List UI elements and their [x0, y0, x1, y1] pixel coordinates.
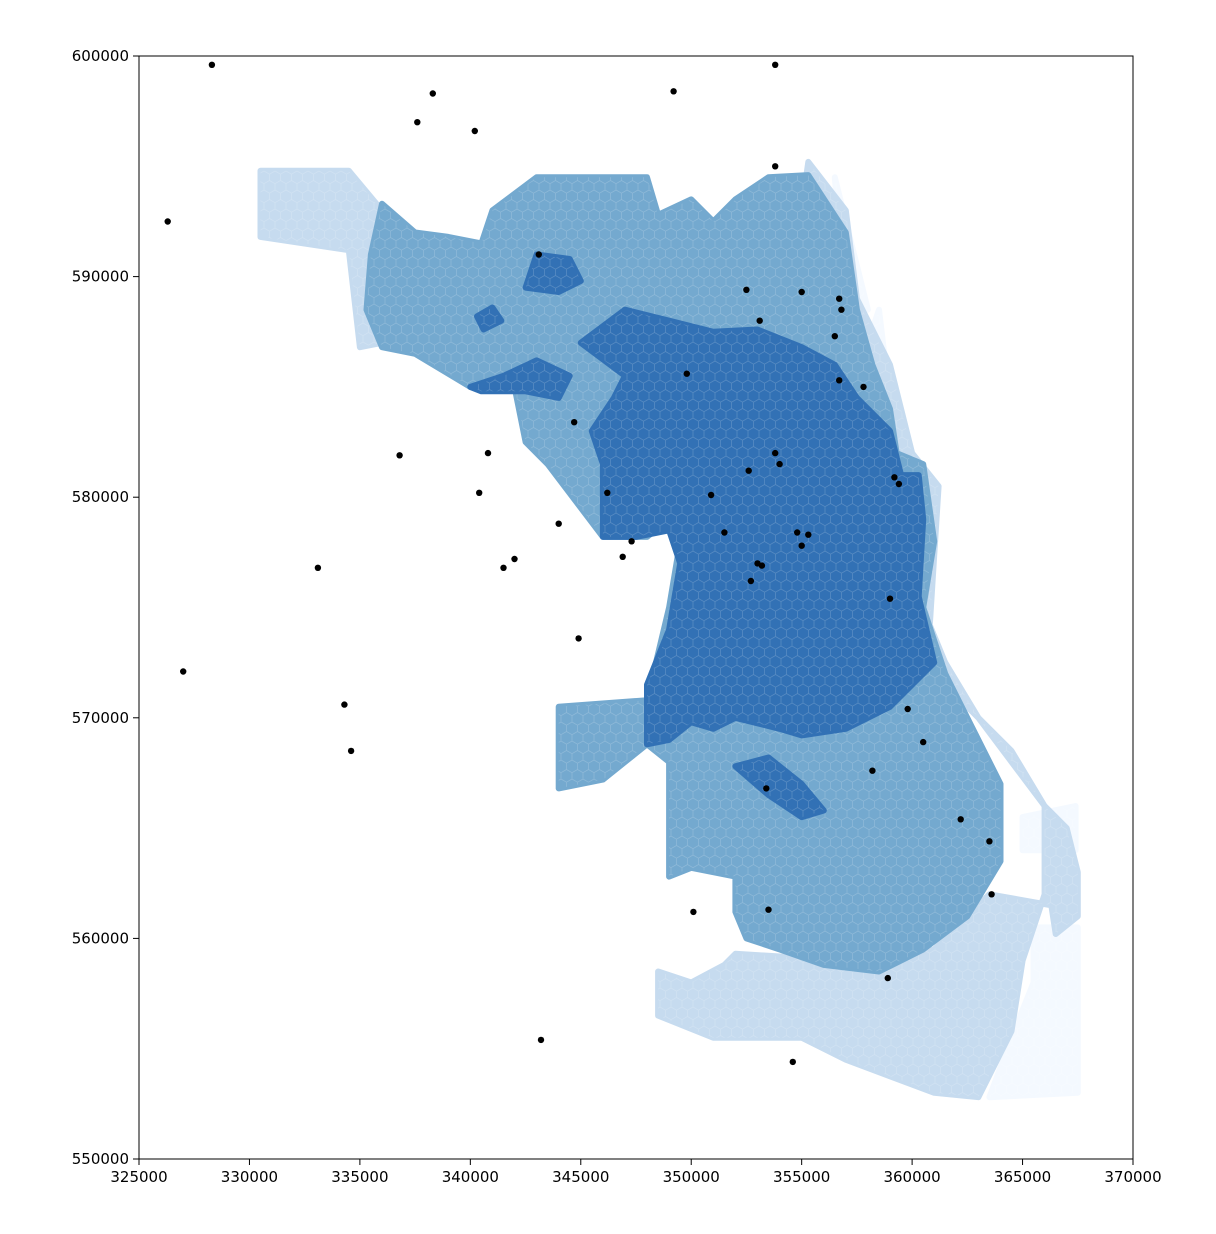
scatter-points [164, 61, 995, 1066]
y-tick-label: 550000 [72, 1150, 129, 1168]
hexbin-regions [257, 158, 1081, 1101]
scatter-point [798, 288, 805, 296]
scatter-point [164, 218, 171, 225]
x-tick-label: 350000 [663, 1168, 720, 1186]
scatter-point [776, 460, 783, 468]
scatter-point [747, 577, 755, 585]
scatter-point [805, 531, 812, 538]
scatter-point [604, 489, 611, 496]
scatter-point [772, 61, 779, 68]
scatter-point [628, 538, 635, 545]
x-tick-label: 365000 [994, 1168, 1051, 1186]
hexbin-texture [477, 307, 502, 330]
scatter-point [772, 163, 779, 170]
scatter-point [765, 906, 772, 913]
scatter-point [986, 838, 993, 845]
scatter-point [500, 564, 507, 571]
hexbin-texture [735, 757, 824, 818]
scatter-point [860, 383, 867, 391]
scatter-point [831, 333, 838, 340]
scatter-point [904, 705, 911, 713]
scatter-point [314, 564, 322, 571]
scatter-point [886, 595, 894, 602]
scatter-point [414, 119, 421, 126]
scatter-point [920, 738, 927, 746]
plot-frame [138, 55, 1134, 1160]
scatter-point [690, 908, 697, 916]
scatter-point [836, 377, 843, 384]
y-tick-label: 600000 [72, 47, 129, 65]
scatter-point [619, 553, 626, 560]
scatter-point [429, 90, 436, 97]
scatter-point [838, 306, 845, 313]
x-tick-label: 330000 [221, 1168, 278, 1186]
scatter-point [208, 61, 216, 68]
scatter-point [745, 467, 752, 474]
x-tick-label: 355000 [773, 1168, 830, 1186]
scatter-point [511, 555, 518, 563]
hexbin-texture [470, 360, 570, 398]
scatter-point [789, 1058, 796, 1066]
scatter-point [535, 251, 542, 258]
scatter-point [471, 127, 478, 135]
x-tick-label: 335000 [331, 1168, 388, 1186]
x-tick-label: 325000 [110, 1168, 167, 1186]
scatter-point [347, 747, 355, 755]
y-tick-label: 570000 [72, 709, 129, 727]
scatter-point [555, 520, 562, 527]
x-tick-label: 345000 [552, 1168, 609, 1186]
scatter-point [758, 562, 766, 569]
scatter-point [794, 529, 801, 536]
hexbin-texture [989, 927, 1078, 1098]
hexbin-texture [525, 254, 581, 292]
x-axis: 325000 330000 335000 340000 345000 350000 3550… [110, 1159, 1162, 1186]
x-tick-label: 360000 [883, 1168, 940, 1186]
scatter-point [836, 295, 843, 302]
scatter-point [772, 449, 779, 457]
scatter-point [707, 491, 715, 499]
scatter-point [869, 767, 876, 774]
scatter-point [988, 891, 995, 898]
scatter-point [957, 816, 964, 823]
scatter-point [341, 701, 348, 708]
scatter-point [670, 88, 677, 95]
x-tick-label: 370000 [1104, 1168, 1161, 1186]
x-tick-label: 340000 [442, 1168, 499, 1186]
scatter-point [484, 449, 492, 457]
scatter-point [798, 542, 805, 549]
scatter-point [476, 489, 483, 496]
scatter-point [891, 474, 898, 481]
y-tick-label: 560000 [72, 929, 129, 947]
scatter-point [571, 419, 578, 426]
y-tick-label: 590000 [72, 268, 129, 286]
scatter-point [756, 317, 763, 324]
scatter-point [895, 480, 903, 488]
scatter-point [575, 635, 582, 642]
scatter-point [721, 529, 728, 536]
scatter-point [396, 452, 403, 459]
scatter-point [743, 286, 750, 293]
scatter-point [180, 668, 187, 675]
hexbin-texture [260, 170, 382, 348]
scatter-point [683, 370, 690, 377]
scatter-point [884, 974, 891, 982]
y-axis: 550000 560000 570000 580000 590000 600000 [72, 47, 139, 1168]
y-tick-label: 580000 [72, 488, 129, 506]
scatter-point [537, 1036, 545, 1044]
scatter-point [763, 785, 770, 792]
hexbin-texture [580, 309, 935, 745]
